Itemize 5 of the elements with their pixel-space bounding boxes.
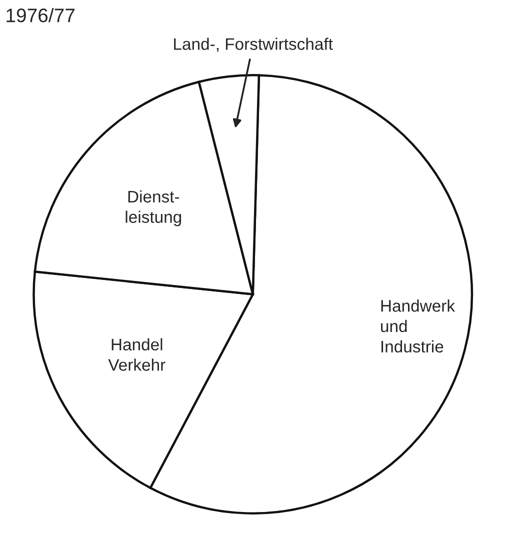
slice-label: Land-, Forstwirtschaft — [174, 38, 333, 52]
slice-label: Dienst- leistung — [126, 190, 182, 226]
slice-label: Handel Verkehr — [108, 338, 166, 371]
slice-label: Handwerk und Industrie — [381, 300, 456, 353]
chart-title: 1976/77 — [6, 8, 74, 22]
